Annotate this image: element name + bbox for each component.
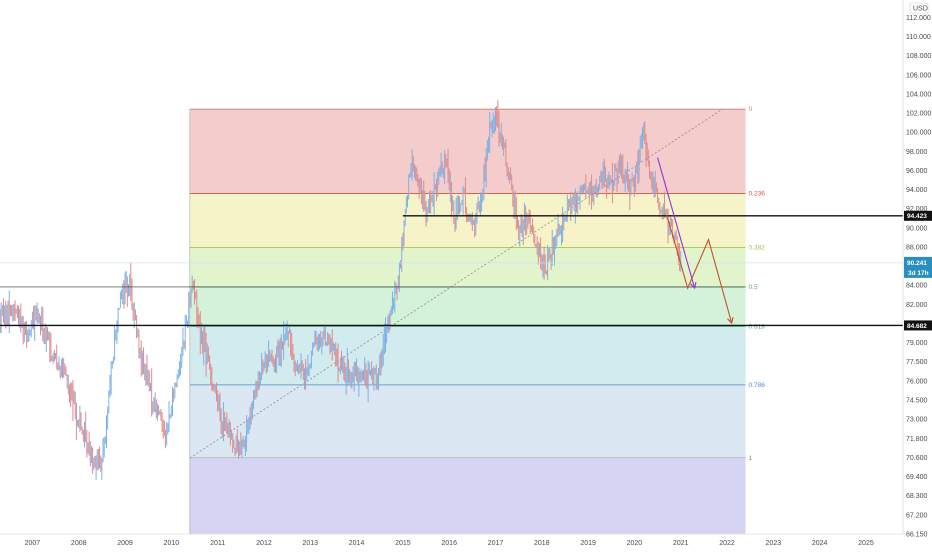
price-tick-label: 98.000 (906, 149, 928, 156)
price-tick-label: 74.500 (906, 397, 928, 404)
fib-band (189, 384, 746, 459)
projection-arrowhead (727, 317, 734, 325)
time-tick-label: 2013 (302, 540, 318, 547)
fib-level-label: 1 (749, 455, 753, 462)
time-tick-label: 2016 (441, 540, 457, 547)
time-tick-label: 2014 (349, 540, 365, 547)
price-tick-label: 104.000 (906, 91, 931, 98)
price-tick-label: 112.000 (906, 15, 931, 22)
level-price-tag-text: 94.423 (907, 213, 927, 220)
fib-level-label: 0 (749, 106, 753, 113)
projection-path (666, 214, 733, 324)
price-tick-label: 100.000 (906, 130, 931, 137)
fib-level-label: 0.382 (749, 245, 766, 252)
current-price-tag (904, 256, 932, 278)
price-tick-label: 110.000 (906, 34, 931, 41)
projection-arrows (657, 157, 734, 325)
countdown-text: 3d 17h (908, 270, 929, 277)
time-tick-label: 2023 (766, 540, 782, 547)
time-tick-label: 2019 (580, 540, 596, 547)
fib-band (189, 286, 746, 327)
price-tick-label: 84.000 (906, 283, 928, 290)
fib-level-label: 0.236 (749, 191, 766, 198)
price-tick-label: 67.200 (906, 512, 928, 519)
price-tick-label: 102.000 (906, 111, 931, 118)
price-tick-label: 70.600 (906, 455, 928, 462)
time-tick-label: 2010 (164, 540, 180, 547)
fib-band-below (189, 458, 746, 534)
time-tick-label: 2012 (256, 540, 272, 547)
price-series (0, 100, 682, 480)
time-axis-panel (0, 534, 932, 550)
time-tick-label: 2018 (534, 540, 550, 547)
time-tick-label: 2021 (673, 540, 689, 547)
price-tick-label: 68.300 (906, 493, 928, 500)
time-tick-label: 2015 (395, 540, 411, 547)
time-tick-label: 2009 (117, 540, 133, 547)
price-tick-label: 106.000 (906, 72, 931, 79)
price-tick-label: 73.000 (906, 417, 928, 424)
price-tick-label: 66.150 (906, 531, 928, 538)
level-price-tag (904, 210, 932, 221)
time-tick-label: 2008 (71, 540, 87, 547)
price-tick-label: 90.000 (906, 225, 928, 232)
currency-label-box (909, 2, 929, 14)
price-tick-label: 92.000 (906, 206, 928, 213)
time-tick-label: 2025 (858, 540, 874, 547)
projection-path (657, 157, 696, 289)
price-tick-label: 76.000 (906, 378, 928, 385)
price-tick-label: 77.500 (906, 359, 928, 366)
price-tick-label: 69.400 (906, 474, 928, 481)
time-tick-label: 2007 (25, 540, 41, 547)
fib-level-label: 0.786 (749, 382, 766, 389)
price-tick-label: 79.000 (906, 340, 928, 347)
price-tick-label: 94.000 (906, 187, 928, 194)
fib-band (189, 109, 746, 194)
projection-arrowhead (690, 282, 697, 290)
time-tick-label: 2011 (210, 540, 225, 547)
currency-label: USD (913, 6, 928, 13)
price-tick-label: 82.000 (906, 302, 928, 309)
price-tick-label: 71.800 (906, 436, 928, 443)
time-tick-label: 2022 (719, 540, 735, 547)
level-price-tag-text: 84.682 (907, 323, 927, 330)
fib-band (189, 247, 746, 287)
time-tick-label: 2017 (488, 540, 504, 547)
level-price-tag (904, 320, 932, 331)
fib-level-label: 0.5 (749, 284, 758, 291)
price-tick-label: 88.000 (906, 244, 928, 251)
current-price-tag-text: 90.241 (907, 260, 927, 267)
fibonacci-retracement: 0 0.236 0.382 0.5 0.618 0.786 1 (189, 106, 766, 534)
fib-band (189, 326, 746, 385)
time-tick-label: 2024 (812, 540, 828, 547)
price-tick-label: 108.000 (906, 53, 931, 60)
price-tick-label: 96.000 (906, 168, 928, 175)
time-tick-label: 2020 (627, 540, 643, 547)
fib-level-label: 0.618 (749, 323, 766, 330)
horizontal-levels (0, 215, 903, 327)
